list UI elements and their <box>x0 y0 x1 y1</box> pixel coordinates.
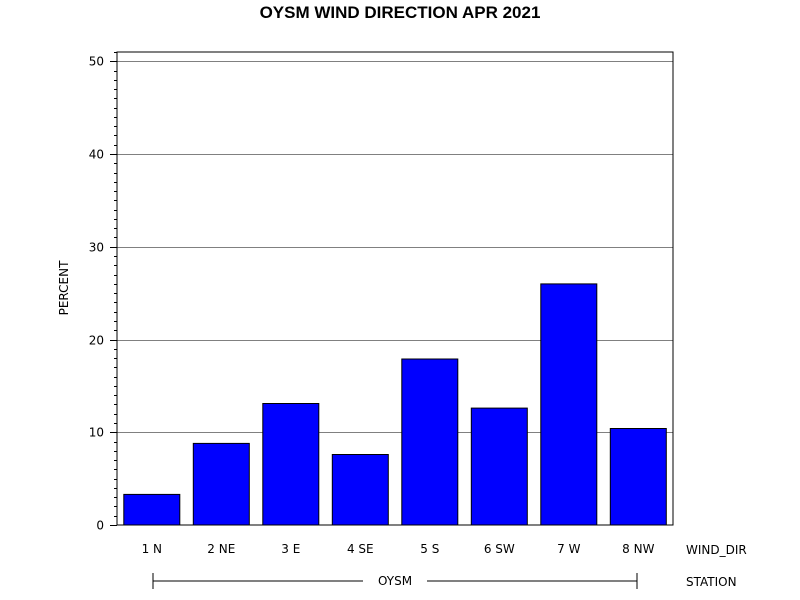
y-tick-label: 20 <box>89 334 104 348</box>
bar <box>331 454 389 526</box>
bars <box>123 283 667 526</box>
y-tick-label: 0 <box>96 519 104 533</box>
chart-title: OYSM WIND DIRECTION APR 2021 <box>260 3 541 22</box>
y-tick-label: 40 <box>89 148 104 162</box>
x-tick-label: 8 NW <box>622 542 654 556</box>
bar <box>470 407 528 526</box>
station-axis: OYSM STATION <box>152 573 737 589</box>
y-axis-label: PERCENT <box>57 260 71 315</box>
x-axis-label: WIND_DIR <box>686 543 747 557</box>
bar <box>262 403 320 526</box>
station-axis-label: STATION <box>686 575 737 589</box>
bar <box>192 442 250 526</box>
y-tick-label: 50 <box>89 55 104 69</box>
x-tick-label: 2 NE <box>207 542 235 556</box>
station-value-label: OYSM <box>378 574 412 588</box>
x-tick-label: 3 E <box>281 542 300 556</box>
x-tick-label: 7 W <box>557 542 580 556</box>
bar <box>401 358 459 526</box>
x-tick-label: 6 SW <box>484 542 515 556</box>
x-axis: 1 N 2 NE 3 E 4 SE 5 S 6 SW 7 W 8 NW <box>142 542 655 556</box>
bar <box>123 493 181 526</box>
x-tick-label: 5 S <box>420 542 439 556</box>
plot-frame <box>116 51 674 526</box>
y-tick-label: 30 <box>89 241 104 255</box>
bar <box>540 283 598 526</box>
x-tick-label: 4 SE <box>347 542 374 556</box>
y-axis: 0 10 20 30 40 50 <box>89 52 117 533</box>
x-tick-label: 1 N <box>142 542 162 556</box>
y-tick-label: 10 <box>89 426 104 440</box>
bar <box>609 428 667 526</box>
